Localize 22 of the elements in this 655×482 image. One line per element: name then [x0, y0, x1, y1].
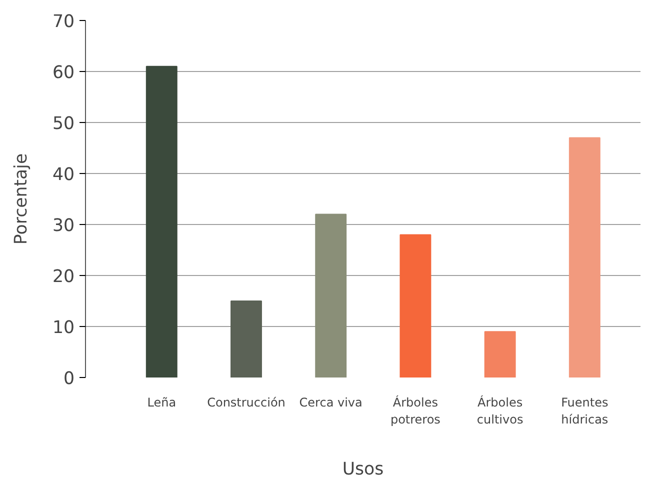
bar	[146, 66, 178, 378]
bar	[484, 331, 516, 378]
y-tick-label: 30	[52, 216, 75, 236]
bar	[400, 234, 432, 378]
x-tick-label: Leña	[147, 396, 176, 410]
x-tick-label: Construcción	[207, 396, 286, 410]
y-tick-label: 50	[52, 114, 75, 134]
y-tick-label: 20	[52, 267, 75, 287]
bar	[315, 214, 347, 378]
x-tick-label: Árboles potreros	[390, 394, 440, 426]
x-tick-label: Fuentes hídricas	[561, 396, 608, 426]
y-axis-title: Porcentaje	[11, 153, 32, 245]
x-axis-title: Usos	[342, 459, 384, 480]
x-tick-label: Cerca viva	[299, 396, 362, 410]
y-tick-label: 10	[52, 318, 75, 338]
y-tick-label: 40	[52, 165, 75, 185]
bar	[230, 300, 262, 378]
y-tick-label: 70	[52, 12, 75, 32]
bar	[568, 137, 600, 378]
y-tick-label: 60	[52, 63, 75, 83]
y-tick-label: 0	[63, 369, 75, 389]
x-tick-label: Árboles cultivos	[476, 394, 524, 426]
